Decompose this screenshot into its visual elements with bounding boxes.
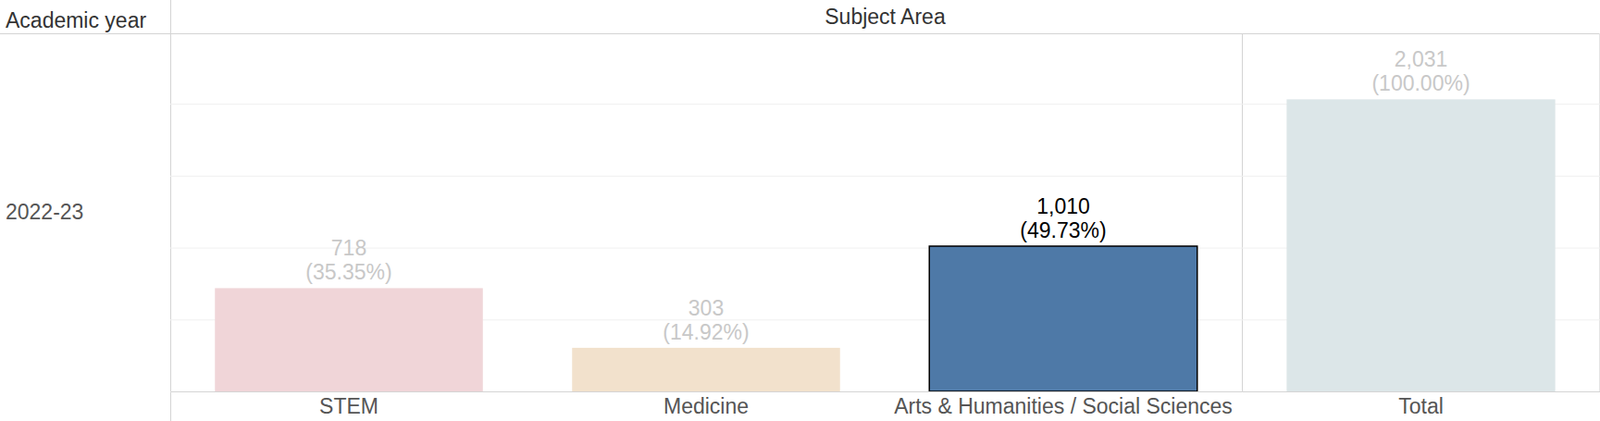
y-axis	[170, 34, 1600, 393]
x-tick: Medicine	[663, 394, 749, 419]
row-label: 2022-23	[5, 199, 84, 224]
chart: 718(35.35%) 303(14.92%) 1,010(49.73%) 2,031…	[0, 0, 1600, 421]
row-column-rule	[170, 0, 172, 421]
x-axis-total: Total	[1242, 392, 1600, 420]
share-label: (100.00%)	[1371, 71, 1470, 96]
share-label: (35.35%)	[305, 260, 392, 285]
x-tick-label: STEM	[319, 394, 379, 419]
data-label: 2,031	[1394, 47, 1449, 72]
plot-right-edge	[1599, 33, 1600, 392]
x-tick: Arts & Humanities / Social Sciences	[893, 394, 1233, 419]
bar	[571, 347, 841, 392]
x-axis-line	[1242, 391, 1600, 393]
bar	[1286, 99, 1555, 392]
bar	[214, 287, 484, 392]
y-tick	[170, 391, 1600, 393]
x-axis: STEM Medicine Arts & Humanities / Social S…	[171, 392, 1243, 420]
share-label: (49.73%)	[1019, 218, 1106, 243]
x-tick: STEM	[319, 394, 379, 419]
data-label: 1,010	[1036, 194, 1091, 219]
data-label: 718	[331, 235, 367, 261]
grid-line	[170, 391, 1600, 393]
x-tick-label: Total	[1398, 394, 1444, 419]
pane-divider	[1241, 33, 1243, 392]
x-axis-line	[171, 391, 1243, 393]
share-label: (14.92%)	[662, 320, 749, 345]
header-rule	[0, 33, 1600, 35]
x-tick: Total	[1398, 394, 1444, 419]
y-axis-line	[170, 34, 172, 393]
column-header: Subject Area	[824, 4, 946, 29]
bars	[214, 99, 1555, 392]
x-tick-label: Medicine	[663, 394, 749, 419]
x-tick-label: Arts & Humanities / Social Sciences	[893, 394, 1233, 419]
bar	[929, 246, 1198, 392]
row-header: Academic year	[5, 8, 147, 33]
frame	[0, 0, 1600, 421]
data-label: 303	[688, 296, 724, 321]
